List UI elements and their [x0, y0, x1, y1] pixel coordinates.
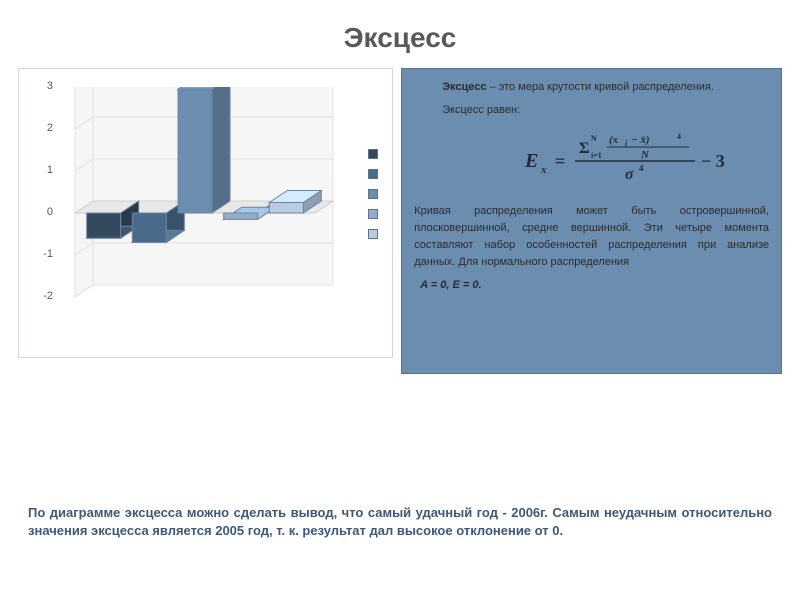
y-tick-label: -2	[27, 290, 53, 302]
formula-svg: Ex=ΣNi=1(xi − x̄)4Nσ4 − 3	[519, 131, 749, 187]
y-tick-label: 2	[27, 122, 53, 134]
panel-p4: A = 0, E = 0.	[414, 277, 769, 294]
panel-p1: Эксцесс – это мера крутости кривой распр…	[414, 79, 769, 96]
svg-text:4: 4	[677, 132, 681, 141]
svg-text:4: 4	[639, 163, 644, 173]
content-row: 3 2 1 0 -1 -2 Эксцесс – это мера крутости кри…	[0, 68, 800, 374]
legend-swatch	[368, 229, 378, 239]
legend-swatch	[368, 149, 378, 159]
svg-text:i=1: i=1	[591, 151, 602, 160]
chart-svg	[65, 87, 345, 327]
kurtosis-chart: 3 2 1 0 -1 -2	[18, 68, 393, 358]
term-rest: – это мера крутости кривой распределения…	[486, 81, 713, 93]
panel-p2: Эксцесс равен:	[414, 102, 769, 119]
svg-text:− 3: − 3	[701, 151, 725, 171]
slide-title: Эксцесс	[0, 0, 800, 68]
chart-legend	[368, 149, 378, 239]
panel-p3: Кривая распределения может быть островер…	[414, 203, 769, 271]
kurtosis-formula: Ex=ΣNi=1(xi − x̄)4Nσ4 − 3	[414, 125, 769, 203]
legend-swatch	[368, 169, 378, 179]
svg-text:− x̄): − x̄)	[631, 134, 650, 146]
svg-text:E: E	[524, 150, 538, 172]
svg-text:x: x	[540, 164, 547, 176]
svg-text:σ: σ	[625, 166, 634, 183]
y-tick-label: 3	[27, 80, 53, 92]
conclusion-text: По диаграмме эксцесса можно сделать выво…	[28, 504, 772, 540]
svg-text:N: N	[640, 149, 650, 161]
legend-swatch	[368, 189, 378, 199]
svg-text:(x: (x	[609, 134, 619, 146]
term-bold: Эксцесс	[442, 81, 486, 93]
description-panel: Эксцесс – это мера крутости кривой распр…	[401, 68, 782, 374]
svg-text:Σ: Σ	[579, 140, 589, 157]
legend-swatch	[368, 209, 378, 219]
y-tick-label: 0	[27, 206, 53, 218]
svg-text:N: N	[591, 134, 597, 143]
svg-text:=: =	[555, 151, 565, 171]
y-tick-label: 1	[27, 164, 53, 176]
y-tick-label: -1	[27, 248, 53, 260]
slide: Эксцесс 3 2 1 0 -1 -2 Эксцесс – это мера крут…	[0, 0, 800, 600]
